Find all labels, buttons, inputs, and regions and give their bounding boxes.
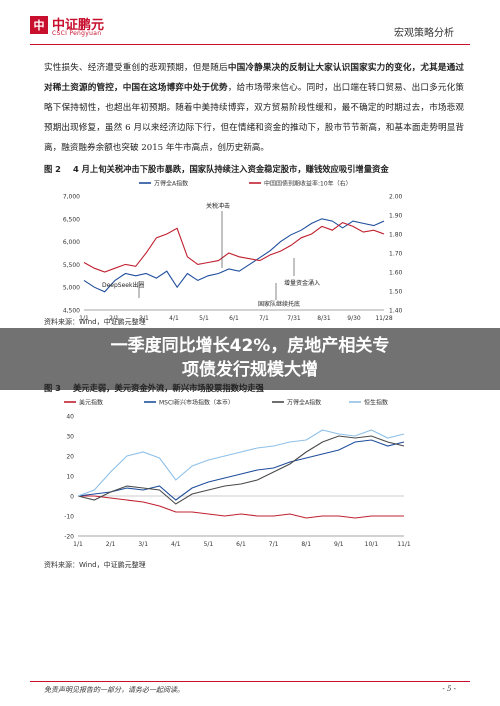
chart-2-x-tick: 7/1: [269, 541, 279, 548]
figure-3-number: 图 3: [44, 383, 61, 393]
header-rule: [30, 44, 470, 45]
chart-2-legend-label: 恒生指数: [364, 399, 388, 407]
chart-2-y-tick: 10: [66, 474, 74, 481]
chart-1-x-tick: 3/1: [139, 315, 149, 322]
chart-2-axes: -20 -10 0 10 20 30 40 1/1 2/1 3/1 4/1 5/1 6/1 7/1 8/1 9…: [64, 414, 411, 549]
chart-2-series-line: [77, 429, 405, 497]
chart-1-x-tick: 5/1: [199, 315, 209, 322]
chart-1-right-tick: 1.40: [389, 308, 403, 315]
chart-1-series: [83, 218, 385, 293]
chart-1-legend-label: 中国国债到期收益率:10年（右）: [264, 180, 352, 188]
chart-1-x-tick: 7/1: [259, 315, 269, 322]
chart-2-series-line: [78, 495, 404, 519]
chart-2-legend-label: 万得全A指数: [287, 399, 321, 407]
chart-2-legend-label: MSCI新兴市场指数（本币）: [159, 399, 234, 407]
chart-1-right-tick: 1.50: [389, 289, 403, 296]
chart-2: -20 -10 0 10 20 30 40 1/1 2/1 3/1 4/1 5/1 6/1 7/1 8/1 9…: [64, 399, 411, 549]
chart-2-legend: 美元指数 MSCI新兴市场指数（本币） 万得全A指数 恒生指数: [64, 399, 388, 407]
page-number: - 5 -: [442, 685, 456, 693]
chart-1-annotation-label: 关税冲击: [206, 202, 230, 210]
logo-cn-text: 中证鹏元: [52, 18, 105, 33]
chart-1-left-tick: 5,500: [63, 262, 80, 269]
figure-3-source: 资料来源：Wind，中证鹏元整理: [44, 561, 146, 569]
headline-overlay: [0, 328, 500, 390]
figure-3-title: 图 3 美元走弱，美元资金外流，新兴市场股票指数均走强: [44, 382, 264, 394]
chart-1-annotation-label: 国家队继续托底: [258, 300, 300, 308]
para-bold: 中国冷静果决的反制让大家认识国家实力的变化，尤其是通过对稀土资源的管控，中国在这…: [44, 63, 464, 93]
chart-2-x-tick: 6/1: [236, 541, 246, 548]
chart-2-series: [77, 429, 405, 519]
chart-1-x-tick: 1/1: [79, 315, 89, 322]
chart-2-x-tick: 11/1: [397, 541, 411, 548]
chart-2-x-tick: 4/1: [171, 541, 181, 548]
chart-1-right-tick: 2.00: [389, 194, 403, 201]
para-part-1: 实性损失、经济遭受重创的悲观预期，但是随后: [44, 63, 228, 73]
chart-1-x-tick: 8/31: [317, 315, 331, 322]
chart-1-left-tick: 6,000: [63, 239, 80, 246]
chart-1-x-tick: 4/1: [169, 315, 179, 322]
chart-1-x-tick: 9/30: [347, 315, 361, 322]
overlay-line-2: 项债发行规模大增: [182, 360, 318, 380]
figure-3-title-text: 美元走弱，美元资金外流，新兴市场股票指数均走强: [72, 383, 264, 393]
figure-2-title-text: 4 月上旬关税冲击下股市暴跌，国家队持续注入资金稳定股市，赚钱效应吸引增量资金: [72, 164, 389, 174]
chart-2-x-tick: 9/1: [334, 541, 344, 548]
para-part-2: ，给市场带来信心。同时，出口端在转口贸易、出口多元化策略下保持韧性，也超出年初预…: [44, 83, 464, 153]
chart-1-annotation-label: DeepSeek出圈: [102, 281, 144, 289]
logo-en-text: CSCI Pengyuan: [52, 30, 102, 37]
chart-2-x-tick: 5/1: [204, 541, 214, 548]
chart-2-x-tick: 2/1: [106, 541, 116, 548]
figure-2-number: 图 2: [44, 164, 61, 174]
chart-2-x-tick: 8/1: [301, 541, 311, 548]
chart-2-y-tick: 20: [66, 454, 74, 461]
chart-1-right-tick: 1.70: [389, 251, 403, 258]
chart-1-right-tick: 1.90: [389, 213, 403, 220]
chart-2-y-tick: -20: [64, 534, 74, 541]
overlay-line-1: 一季度同比增长42%，房地产相关专: [110, 336, 390, 356]
logo-mark: 中: [30, 16, 48, 34]
chart-2-series-line: [77, 435, 405, 505]
chart-1-left-tick: 6,500: [63, 216, 80, 223]
chart-2-x-tick: 1/1: [73, 541, 83, 548]
chart-2-y-tick: 30: [66, 434, 74, 441]
chart-1-left-tick: 7,000: [63, 194, 80, 201]
chart-1: 4,500 5,000 5,500 6,000 6,500 7,000 1.40 1.50 1.…: [63, 180, 403, 323]
chart-2-x-tick: 10/1: [365, 541, 379, 548]
chart-1-x-tick: 7/31: [287, 315, 301, 322]
chart-1-legend-label: 万得全A指数: [154, 180, 188, 188]
chart-1-right-tick: 1.60: [389, 270, 403, 277]
chart-1-x-tick: 2/1: [109, 315, 119, 322]
chart-2-y-tick: -10: [64, 514, 74, 521]
chart-1-right-tick: 1.80: [389, 232, 403, 239]
body-paragraph: 实性损失、经济遭受重创的悲观预期，但是随后中国冷静果决的反制让大家认识国家实力的…: [44, 58, 464, 158]
chart-1-series-line: [83, 218, 385, 293]
chart-1-legend: 万得全A指数 中国国债到期收益率:10年（右）: [139, 180, 352, 188]
figure-2-title: 图 2 4 月上旬关税冲击下股市暴跌，国家队持续注入资金稳定股市，赚钱效应吸引增量…: [44, 163, 389, 175]
chart-2-legend-label: 美元指数: [79, 399, 103, 407]
chart-1-x-tick: 11/28: [375, 315, 392, 322]
chart-1-annotation-label: 增量资金涌入: [284, 279, 320, 287]
figure-2-source: 资料来源：Wind，中证鹏元整理: [44, 318, 146, 326]
chart-2-y-tick: 40: [66, 414, 74, 421]
chart-1-left-tick: 5,000: [63, 285, 80, 292]
footer-disclaimer: 免责声明见报告的一部分，请务必一起阅读。: [44, 686, 184, 694]
chart-2-series-line: [77, 439, 405, 501]
chart-1-axes: 4,500 5,000 5,500 6,000 6,500 7,000 1.40 1.50 1.…: [63, 194, 403, 323]
chart-1-left-tick: 4,500: [63, 308, 80, 315]
chart-1-x-tick: 6/1: [229, 315, 239, 322]
chart-2-x-tick: 3/1: [138, 541, 148, 548]
footer-rule: [30, 681, 470, 682]
chart-1-series-line: [83, 221, 385, 273]
report-type: 宏观策略分析: [394, 28, 454, 39]
chart-2-y-tick: 0: [70, 494, 74, 501]
